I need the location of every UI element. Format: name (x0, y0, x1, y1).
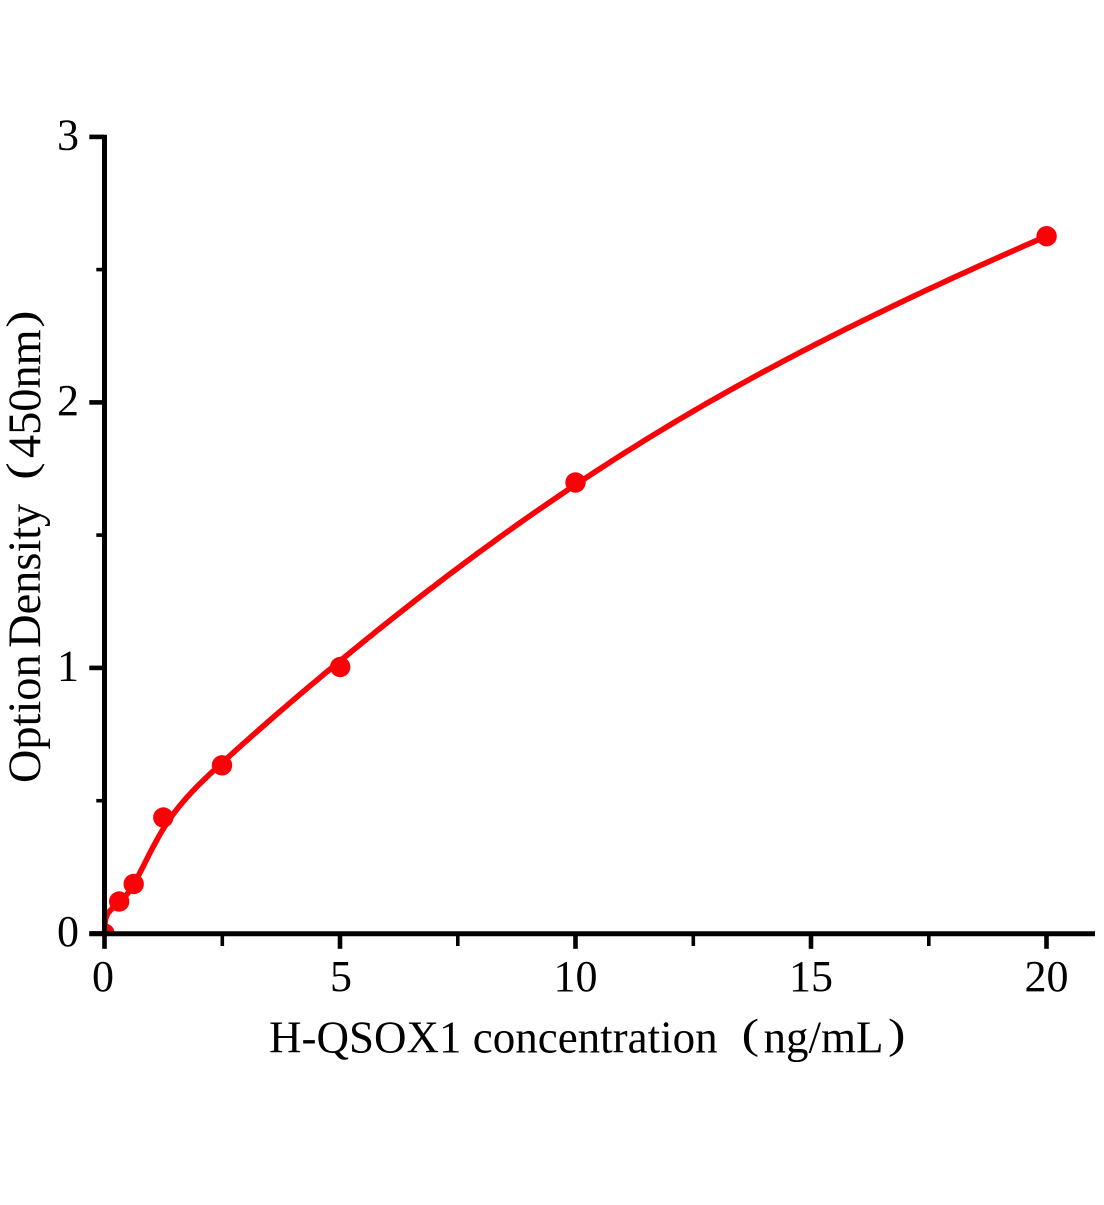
svg-text:2: 2 (57, 376, 79, 425)
svg-text:0: 0 (92, 952, 114, 1001)
svg-text:3: 3 (57, 111, 79, 160)
svg-text:20: 20 (1025, 952, 1069, 1001)
svg-text:Option Density(450nm): Option Density(450nm) (0, 310, 51, 783)
svg-text:15: 15 (789, 952, 833, 1001)
svg-text:0: 0 (57, 907, 79, 956)
svg-text:10: 10 (554, 952, 598, 1001)
svg-text:5: 5 (330, 952, 352, 1001)
svg-text:H-QSOX1 concentration(ng/mL): H-QSOX1 concentration (ng/mL) (269, 1011, 906, 1063)
svg-text:1: 1 (57, 642, 79, 691)
